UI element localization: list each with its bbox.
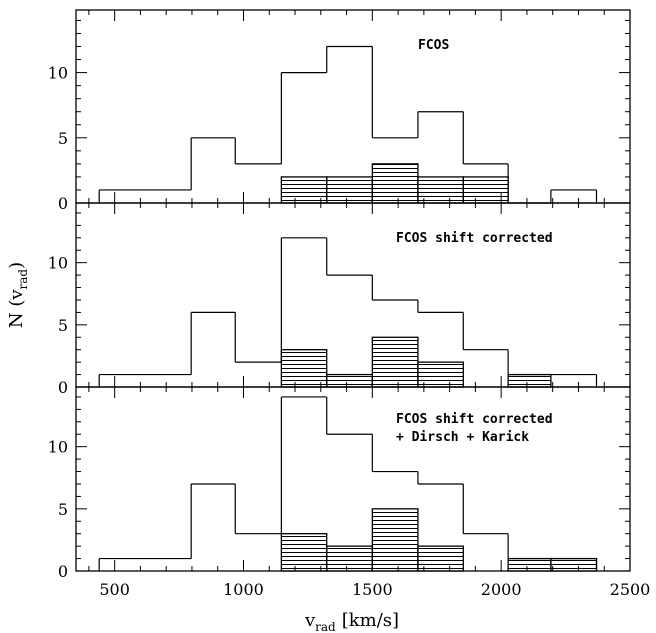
y-tick-label: 10 (48, 254, 68, 273)
panel-label: FCOS shift corrected (396, 412, 553, 427)
y-tick-label: 5 (58, 129, 68, 148)
hatched-bar (326, 176, 373, 204)
panel-2: 0 5 10 FCOS shift corrected (48, 202, 631, 397)
y-tick-label: 0 (58, 378, 68, 397)
hatched-bar (280, 349, 328, 388)
hatched-bar (507, 373, 552, 388)
panel-label-line2: + Dirsch + Karick (396, 430, 529, 445)
y-tick-label: 10 (48, 64, 68, 83)
y-tick-label: 5 (58, 316, 68, 335)
x-tick-label: 1000 (223, 580, 264, 599)
hatched-bar (326, 373, 373, 388)
hatched-bar (417, 361, 464, 388)
y-tick-label: 0 (58, 194, 68, 213)
panel-label: FCOS (418, 38, 449, 53)
y-tick-label: 5 (58, 500, 68, 519)
hatched-bar (507, 557, 552, 572)
panel-label: FCOS shift corrected (396, 231, 553, 246)
hatched-bar (550, 557, 598, 572)
y-axis-title: N (vrad) (6, 262, 30, 328)
x-tick-label: 2000 (481, 580, 522, 599)
x-tick-label: 2500 (610, 580, 651, 599)
hatched-bar (280, 176, 328, 204)
x-axis-title: vrad [km/s] (304, 610, 399, 633)
hatched-bar (417, 176, 464, 204)
hatched-bar (371, 508, 419, 572)
x-tick-label: 500 (99, 580, 130, 599)
hatched-bar (371, 163, 419, 204)
hatched-bar (371, 336, 419, 388)
panel-frame (75, 386, 631, 572)
x-tick-label: 1500 (352, 580, 393, 599)
y-tick-label: 10 (48, 438, 68, 457)
hatched-bar (417, 545, 464, 572)
hatched-bar (326, 545, 373, 572)
y-tick-label: 0 (58, 562, 68, 581)
panel-1: 0 5 10 FCOS (48, 9, 631, 213)
panel-3: 0 5 10 FCOS shift corrected + Dirsch + Karic… (48, 386, 651, 599)
panel-frame (75, 9, 631, 204)
hatched-bar (280, 533, 328, 572)
